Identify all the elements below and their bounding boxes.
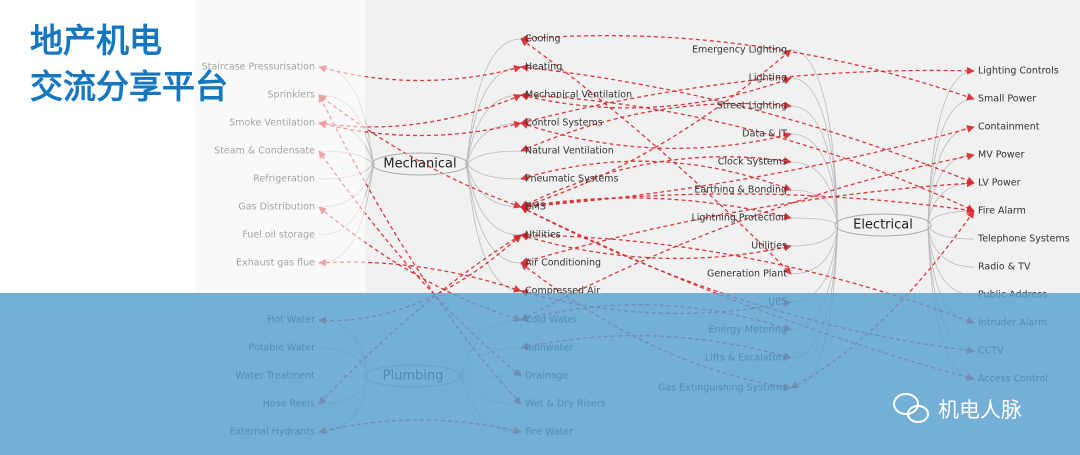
node-label: Fire Alarm	[978, 206, 1026, 217]
node-label: Small Power	[978, 94, 1036, 105]
node-label: BMS	[525, 202, 546, 213]
node-label: Emergency Lighting	[692, 45, 787, 56]
hub-label: Mechanical	[383, 157, 456, 172]
hub-label: Electrical	[853, 218, 913, 233]
node-label: Street Lighting	[717, 101, 787, 112]
title-line: 交流分享平台	[30, 67, 228, 106]
node-label: Earthing & Bonding	[694, 185, 787, 196]
hub-node	[371, 152, 469, 176]
node-label: Telephone Systems	[977, 234, 1070, 245]
node-label: LV Power	[978, 178, 1021, 189]
relation-arrow	[520, 34, 975, 101]
node-label: Radio & TV	[978, 262, 1031, 273]
node-label: Compressed Air	[525, 286, 600, 297]
node-label: Mechanical Ventilation	[525, 90, 632, 101]
watermark-icon	[893, 393, 929, 423]
watermark: 机电人脉	[938, 398, 1022, 422]
relation-arrow	[520, 101, 792, 152]
title-panel	[0, 0, 195, 293]
node-label: Cooling	[525, 34, 561, 45]
title-panel-fade	[195, 0, 365, 293]
node-label: Lighting	[749, 73, 787, 84]
node-label: Pneumatic Systems	[525, 174, 619, 185]
title-line: 地产机电	[30, 21, 162, 60]
node-label: Utilities	[751, 241, 787, 252]
node-label: Air Conditioning	[525, 258, 601, 269]
node-label: Lighting Controls	[978, 66, 1059, 77]
node-label: Heating	[525, 62, 562, 73]
blue-band	[0, 293, 1080, 455]
node-label: Clock Systems	[718, 157, 787, 168]
relation-arrow	[318, 94, 522, 128]
node-label: Natural Ventilation	[525, 146, 614, 157]
node-label: Generation Plant	[707, 269, 787, 280]
node-label: Control Systems	[525, 118, 603, 129]
node-label: Containment	[978, 122, 1040, 133]
node-label: Lightning Protection	[691, 213, 787, 224]
node-label: Data & IT	[742, 129, 787, 140]
node-label: Utilities	[525, 230, 561, 241]
node-label: MV Power	[978, 150, 1025, 161]
hub-node	[834, 213, 932, 237]
